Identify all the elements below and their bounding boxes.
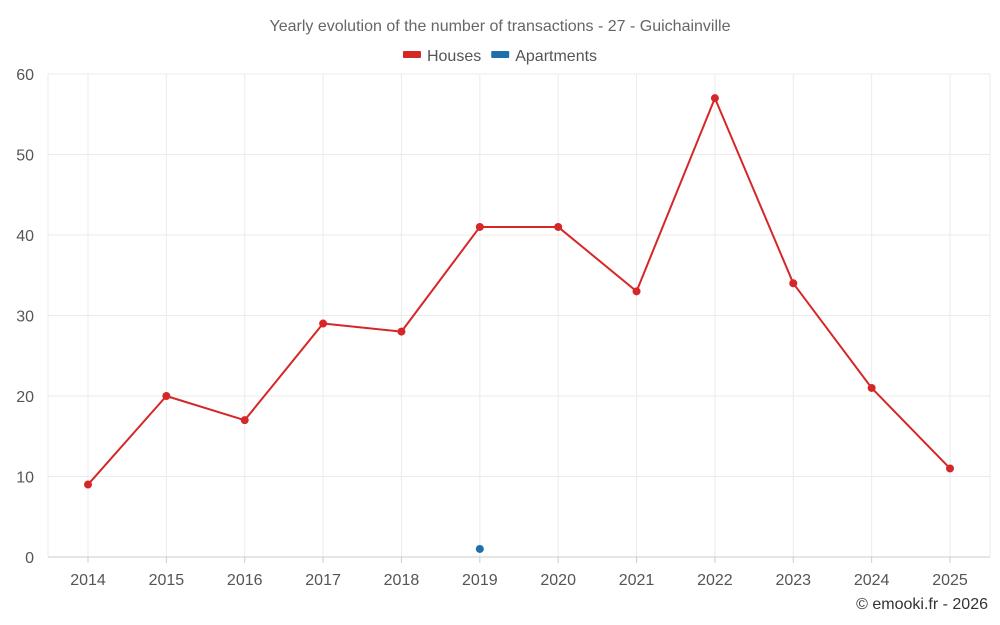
legend: Houses Apartments <box>402 48 597 65</box>
series-apartments <box>475 544 484 553</box>
data-point-houses <box>710 94 719 103</box>
x-tick-label: 2017 <box>305 572 341 589</box>
y-tick-label: 50 <box>16 148 34 165</box>
x-tick-label: 2023 <box>775 572 811 589</box>
data-point-houses <box>946 464 954 473</box>
legend-label-apartments: Apartments <box>515 48 597 65</box>
series-houses <box>84 94 954 489</box>
x-tick-label: 2014 <box>70 572 106 589</box>
data-point-houses <box>475 222 484 231</box>
chart-title: Yearly evolution of the number of transa… <box>270 18 731 35</box>
credit-text: © emooki.fr - 2026 <box>856 596 988 613</box>
x-tick-label: 2019 <box>462 572 498 589</box>
plot-area <box>84 94 954 553</box>
legend-swatch-apartments <box>491 51 510 58</box>
x-tick-label: 2015 <box>149 572 185 589</box>
legend-swatch-houses <box>402 51 421 58</box>
x-tick-label: 2025 <box>932 572 968 589</box>
x-tick-label: 2016 <box>227 572 263 589</box>
data-point-houses <box>867 383 876 392</box>
x-tick-label: 2018 <box>384 572 420 589</box>
axes: 0 10 20 30 40 50 60 2014 2015 2016 2017 2018 2019 202… <box>16 67 990 589</box>
legend-label-houses: Houses <box>427 48 481 65</box>
grid-lines <box>47 73 991 557</box>
x-tick-label: 2022 <box>697 572 733 589</box>
data-point-houses <box>319 319 328 328</box>
data-point-houses <box>789 279 798 288</box>
x-tick-label: 2024 <box>854 572 890 589</box>
series-line-houses <box>87 97 951 486</box>
y-tick-label: 60 <box>16 67 34 84</box>
x-tick-label: 2020 <box>540 572 576 589</box>
data-point-houses <box>84 480 92 489</box>
y-tick-label: 30 <box>16 309 34 326</box>
data-point-houses <box>397 327 406 336</box>
y-tick-label: 20 <box>16 389 34 406</box>
y-tick-label: 40 <box>16 228 34 245</box>
data-point-houses <box>632 287 641 296</box>
y-tick-label: 0 <box>25 550 34 567</box>
data-point-houses <box>554 222 563 231</box>
y-tick-label: 10 <box>16 470 34 487</box>
data-point-apartments <box>475 544 484 553</box>
data-point-houses <box>162 392 171 400</box>
data-point-houses <box>240 416 249 425</box>
x-tick-label: 2021 <box>619 572 655 589</box>
